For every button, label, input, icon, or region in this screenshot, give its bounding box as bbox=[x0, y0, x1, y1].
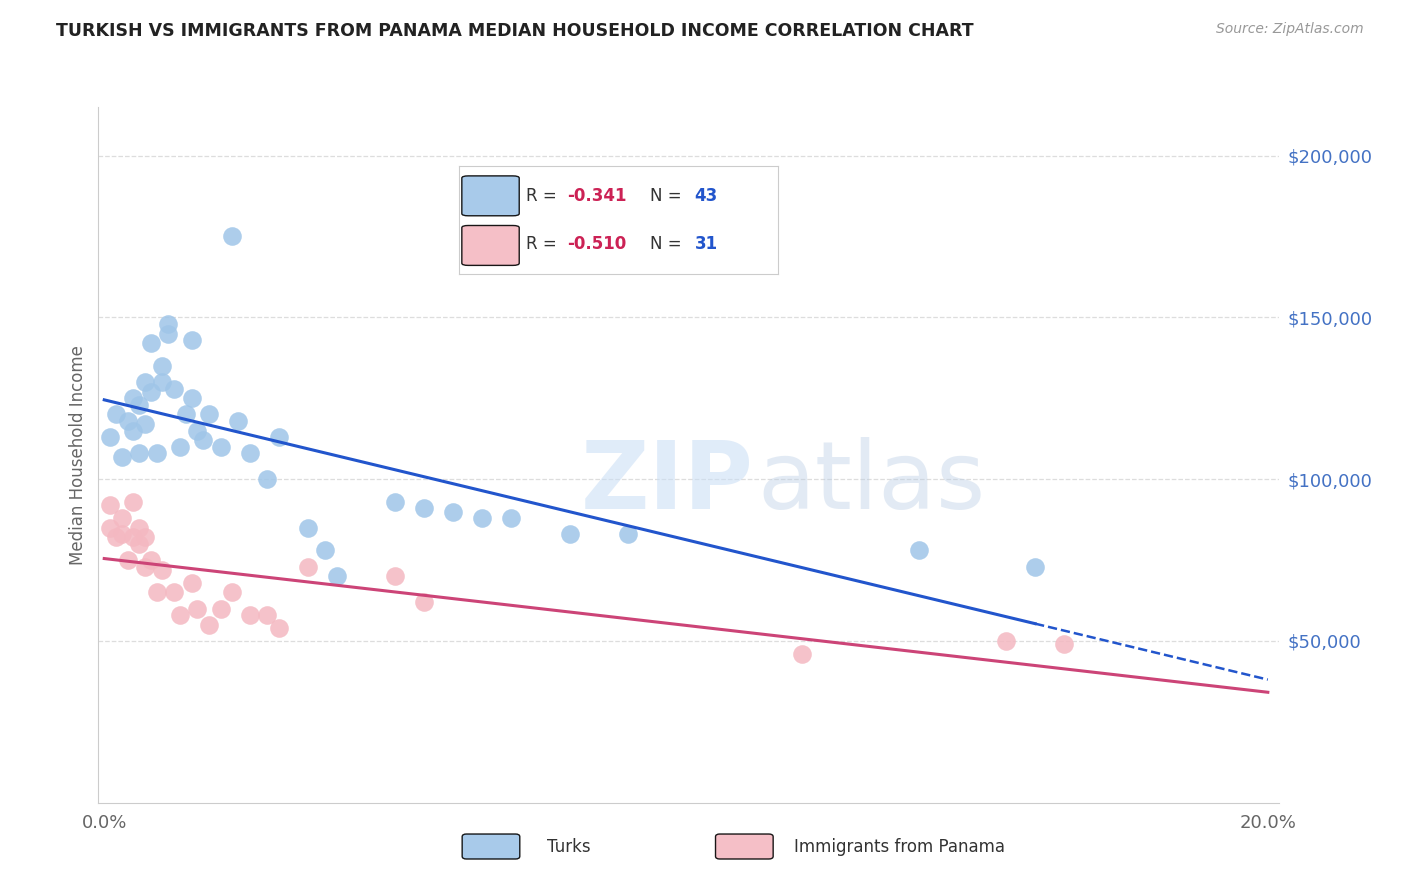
Point bbox=[239, 446, 262, 460]
Point bbox=[145, 585, 167, 599]
Point bbox=[267, 430, 290, 444]
Point bbox=[209, 440, 232, 454]
Point bbox=[198, 408, 221, 422]
Point bbox=[267, 621, 290, 635]
Point bbox=[441, 504, 464, 518]
Text: Source: ZipAtlas.com: Source: ZipAtlas.com bbox=[1216, 22, 1364, 37]
Point bbox=[152, 359, 174, 373]
Point bbox=[111, 511, 134, 525]
Point bbox=[256, 472, 278, 486]
Point bbox=[98, 498, 121, 512]
Text: ZIP: ZIP bbox=[581, 437, 754, 529]
Point bbox=[98, 521, 121, 535]
Point bbox=[239, 608, 262, 623]
Point bbox=[198, 617, 221, 632]
Point bbox=[471, 511, 494, 525]
Point bbox=[186, 601, 208, 615]
Point bbox=[413, 501, 436, 516]
Point bbox=[134, 417, 156, 432]
Point bbox=[128, 446, 150, 460]
Point bbox=[907, 543, 929, 558]
Point bbox=[139, 336, 162, 351]
Point bbox=[191, 434, 214, 448]
Y-axis label: Median Household Income: Median Household Income bbox=[69, 345, 87, 565]
Point bbox=[163, 585, 186, 599]
Point bbox=[145, 446, 167, 460]
Point bbox=[111, 527, 134, 541]
Point bbox=[297, 559, 319, 574]
Point bbox=[128, 521, 150, 535]
Point bbox=[226, 414, 249, 428]
Point bbox=[122, 392, 145, 406]
Point bbox=[617, 527, 640, 541]
Point bbox=[157, 326, 180, 341]
Point bbox=[209, 601, 232, 615]
Point bbox=[792, 647, 814, 661]
Point bbox=[134, 559, 156, 574]
Point bbox=[186, 424, 208, 438]
Point bbox=[221, 585, 243, 599]
Text: TURKISH VS IMMIGRANTS FROM PANAMA MEDIAN HOUSEHOLD INCOME CORRELATION CHART: TURKISH VS IMMIGRANTS FROM PANAMA MEDIAN… bbox=[56, 22, 974, 40]
Point bbox=[139, 553, 162, 567]
Point bbox=[174, 408, 197, 422]
Point bbox=[134, 375, 156, 389]
Point bbox=[117, 414, 139, 428]
Point bbox=[152, 375, 174, 389]
Point bbox=[163, 382, 186, 396]
Point bbox=[326, 569, 349, 583]
Point bbox=[1053, 637, 1076, 651]
Point bbox=[501, 511, 523, 525]
Point bbox=[122, 531, 145, 545]
Text: Turks: Turks bbox=[547, 838, 591, 855]
Point bbox=[180, 392, 202, 406]
Point bbox=[221, 229, 243, 244]
Point bbox=[169, 440, 191, 454]
Point bbox=[384, 569, 406, 583]
Point bbox=[117, 553, 139, 567]
Point bbox=[139, 384, 162, 399]
Point bbox=[995, 634, 1018, 648]
Point bbox=[1024, 559, 1046, 574]
Point bbox=[413, 595, 436, 609]
Point bbox=[122, 495, 145, 509]
Point bbox=[169, 608, 191, 623]
Point bbox=[314, 543, 336, 558]
Point bbox=[134, 531, 156, 545]
Point bbox=[152, 563, 174, 577]
Point bbox=[297, 521, 319, 535]
Point bbox=[104, 531, 127, 545]
Point bbox=[157, 317, 180, 331]
Point bbox=[104, 408, 127, 422]
Point bbox=[122, 424, 145, 438]
Text: Immigrants from Panama: Immigrants from Panama bbox=[793, 838, 1004, 855]
Point bbox=[98, 430, 121, 444]
Point bbox=[128, 398, 150, 412]
Point bbox=[558, 527, 581, 541]
Point bbox=[180, 333, 202, 347]
Point bbox=[256, 608, 278, 623]
Point bbox=[111, 450, 134, 464]
Point bbox=[128, 537, 150, 551]
Point bbox=[384, 495, 406, 509]
Point bbox=[180, 575, 202, 590]
Text: atlas: atlas bbox=[758, 437, 986, 529]
